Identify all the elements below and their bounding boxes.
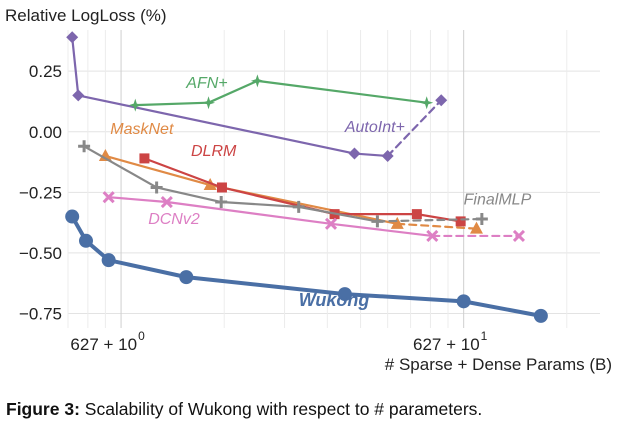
series-segment <box>342 292 466 304</box>
data-point <box>98 148 112 161</box>
series-segment <box>71 36 80 97</box>
series-label: AutoInt+ <box>344 119 405 136</box>
data-point <box>455 216 466 227</box>
data-point <box>216 182 227 193</box>
data-point <box>78 140 91 153</box>
data-point <box>337 287 352 302</box>
series-label: DLRM <box>191 143 237 160</box>
series-segment <box>77 94 356 155</box>
data-point <box>150 181 163 194</box>
data-point <box>78 233 93 248</box>
series-wukong: Wukong <box>65 209 548 323</box>
series-segment <box>83 145 158 189</box>
data-point <box>160 195 173 209</box>
series-label: Wukong <box>299 290 370 310</box>
y-tick-label: −0.25 <box>19 183 62 202</box>
series-label: AFN+ <box>185 75 227 92</box>
series-segment <box>106 258 189 280</box>
figure-caption-text: Scalability of Wukong with respect to # … <box>79 399 483 419</box>
figure-caption-label: Figure 3: <box>6 399 80 419</box>
data-point <box>435 94 448 107</box>
axes: Relative LogLoss (%) # Sparse + Dense Pa… <box>5 6 612 374</box>
series-segment-dashed <box>396 222 478 230</box>
data-point <box>65 209 80 224</box>
y-tick-label: 0.00 <box>29 123 62 142</box>
x-axis-label: # Sparse + Dense Params (B) <box>385 355 612 374</box>
data-point <box>420 96 434 110</box>
series-segment <box>220 200 300 208</box>
series-segment-dashed <box>376 217 483 223</box>
x-tick-label: 627 + 10 <box>413 335 480 354</box>
series-segment <box>184 275 347 297</box>
figure-caption: Figure 3: Scalability of Wukong with res… <box>6 399 618 420</box>
data-point <box>215 196 228 209</box>
data-point <box>512 229 526 242</box>
series-finalmlp: FinalMLP <box>78 140 532 228</box>
data-point <box>390 216 404 229</box>
data-point <box>128 98 142 112</box>
x-tick-exponent: 0 <box>138 329 145 343</box>
data-point <box>348 147 361 160</box>
y-tick-label: −0.75 <box>19 304 62 323</box>
series-masknet: MaskNet <box>98 121 483 234</box>
data-point <box>426 229 439 242</box>
series: Wukong AutoInt+ AFN+ MaskNet DLRM FinalMLP DCN… <box>65 31 548 323</box>
x-tick-label: 627 + 10 <box>70 335 137 354</box>
x-tick-exponent: 1 <box>481 329 488 343</box>
y-axis-label: Relative LogLoss (%) <box>5 6 167 25</box>
series-segment <box>297 205 379 223</box>
series-segment <box>155 186 223 204</box>
data-point <box>66 31 79 44</box>
data-point <box>381 149 394 162</box>
series-segment <box>165 200 333 225</box>
data-point <box>101 253 116 268</box>
series-label: MaskNet <box>110 121 174 138</box>
grid <box>67 30 600 328</box>
data-point <box>456 294 471 309</box>
data-point <box>179 270 194 285</box>
data-point <box>324 217 338 230</box>
series-dcnv2: DCNv2 <box>102 191 526 242</box>
series-segment <box>207 79 259 104</box>
series-segment <box>104 154 212 187</box>
series-autoint-: AutoInt+ <box>66 31 448 162</box>
data-point <box>102 191 115 204</box>
data-point <box>250 74 264 88</box>
series-segment <box>143 157 224 189</box>
scalability-chart: Relative LogLoss (%) # Sparse + Dense Pa… <box>5 6 612 374</box>
series-segment <box>461 299 543 318</box>
series-segment <box>107 196 168 204</box>
series-label: DCNv2 <box>148 211 200 228</box>
data-point <box>72 89 85 102</box>
series-segment <box>329 222 434 238</box>
y-tick-label: 0.25 <box>29 62 62 81</box>
data-point <box>533 308 548 323</box>
series-segment-dashed <box>386 99 443 158</box>
series-afn-: AFN+ <box>128 74 434 112</box>
data-point <box>371 215 384 228</box>
data-point <box>139 153 150 164</box>
series-segment <box>134 101 210 107</box>
data-point <box>202 96 215 110</box>
series-segment <box>256 79 428 104</box>
series-label: FinalMLP <box>464 191 532 208</box>
data-point <box>475 212 488 225</box>
y-tick-label: −0.50 <box>19 244 62 263</box>
data-point <box>411 209 422 220</box>
data-point <box>469 221 483 234</box>
data-point <box>292 200 305 213</box>
